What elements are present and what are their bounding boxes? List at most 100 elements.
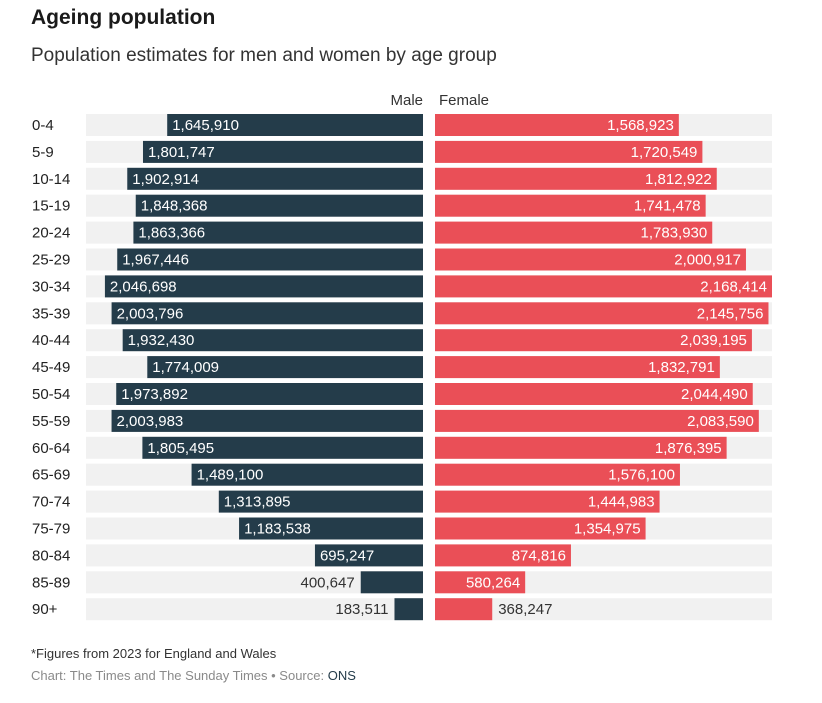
category-label: 20-24	[32, 225, 70, 242]
bar-male	[314, 544, 423, 567]
data-label-female: 2,044,490	[681, 386, 748, 403]
bar-male	[239, 517, 423, 540]
category-label: 65-69	[32, 467, 70, 484]
data-label-male: 1,848,368	[141, 198, 208, 215]
row-75-79: 75-79 1,183,538 1,354,975	[32, 517, 772, 540]
data-label-female: 2,000,917	[674, 252, 741, 269]
category-label: 10-14	[32, 171, 70, 188]
credit-prefix: Chart: The Times and The Sunday Times • …	[31, 668, 328, 683]
bar-female	[435, 221, 713, 244]
category-label: 25-29	[32, 252, 70, 269]
data-label-male: 1,645,910	[172, 117, 239, 134]
bar-male	[142, 436, 423, 459]
data-label-male: 1,902,914	[132, 171, 199, 188]
legend-female: Female	[439, 92, 489, 109]
data-label-female: 1,741,478	[634, 198, 701, 215]
category-label: 40-44	[32, 332, 70, 349]
bar-female	[435, 436, 727, 459]
bar-male	[360, 571, 423, 594]
row-50-54: 50-54 1,973,892 2,044,490	[32, 383, 772, 405]
category-label: 5-9	[32, 144, 54, 161]
row-70-74: 70-74 1,313,895 1,444,983	[32, 490, 772, 513]
data-label-female: 1,832,791	[648, 359, 715, 376]
data-label-male: 1,313,895	[224, 494, 291, 511]
data-label-female: 1,444,983	[588, 494, 655, 511]
data-label-male: 695,247	[320, 547, 374, 564]
data-label-female: 1,720,549	[631, 144, 698, 161]
bar-female	[435, 490, 660, 513]
data-label-male: 1,973,892	[121, 386, 188, 403]
category-label: 60-64	[32, 440, 70, 457]
bar-female	[435, 167, 717, 190]
category-label: 70-74	[32, 494, 70, 511]
data-label-female: 580,264	[466, 574, 520, 591]
category-label: 15-19	[32, 198, 70, 215]
data-label-male: 1,863,366	[138, 225, 205, 242]
data-label-female: 2,083,590	[687, 413, 754, 430]
data-label-female: 1,812,922	[645, 171, 712, 188]
chart-rows: 0-4 1,645,910 1,568,923 5-9 1,801,747 1,720,5…	[32, 114, 772, 621]
bar-female	[435, 571, 526, 594]
category-label: 80-84	[32, 547, 70, 564]
row-10-14: 10-14 1,902,914 1,812,922	[32, 167, 772, 190]
row-35-39: 35-39 2,003,796 2,145,756	[32, 302, 772, 325]
row-0-4: 0-4 1,645,910 1,568,923	[32, 114, 772, 136]
data-label-male: 2,003,983	[117, 413, 184, 430]
bar-female	[435, 544, 571, 567]
data-label-male: 1,805,495	[147, 440, 214, 457]
data-label-male: 1,801,747	[148, 144, 215, 161]
data-label-female: 1,576,100	[608, 467, 675, 484]
data-label-male: 1,489,100	[197, 467, 264, 484]
data-label-male: 183,511	[335, 601, 388, 618]
row-65-69: 65-69 1,489,100 1,576,100	[32, 463, 772, 486]
bar-female	[435, 329, 752, 352]
row-20-24: 20-24 1,863,366 1,783,930	[32, 221, 772, 244]
data-label-female: 2,039,195	[680, 332, 747, 349]
bar-male	[167, 114, 423, 136]
row-55-59: 55-59 2,003,983 2,083,590	[32, 409, 772, 432]
row-bg-male	[86, 571, 423, 594]
category-label: 85-89	[32, 574, 70, 591]
bar-female	[435, 275, 772, 298]
bar-female	[435, 194, 706, 217]
bar-male	[147, 356, 423, 379]
data-label-male: 1,932,430	[128, 332, 195, 349]
bar-female	[435, 140, 703, 163]
data-label-female: 2,145,756	[697, 305, 764, 322]
data-label-female: 368,247	[498, 601, 552, 618]
chart-title: Ageing population	[31, 6, 216, 29]
data-label-female: 1,783,930	[641, 225, 708, 242]
data-label-female: 1,354,975	[574, 521, 641, 538]
bar-female	[435, 383, 753, 405]
data-label-male: 1,183,538	[244, 521, 311, 538]
row-60-64: 60-64 1,805,495 1,876,395	[32, 436, 772, 459]
row-80-84: 80-84 695,247 874,816	[32, 544, 772, 567]
bar-female	[435, 409, 759, 432]
data-label-male: 400,647	[300, 574, 354, 591]
chart-subtitle: Population estimates for men and women b…	[31, 45, 497, 66]
data-label-female: 1,568,923	[607, 117, 674, 134]
bar-male	[104, 275, 424, 298]
row-bg-female	[435, 598, 772, 621]
row-bg-male	[86, 598, 423, 621]
row-90+: 90+ 183,511 368,247	[32, 598, 772, 621]
category-label: 0-4	[32, 117, 54, 134]
source-link[interactable]: ONS	[327, 668, 356, 683]
data-label-male: 1,774,009	[152, 359, 219, 376]
bar-male	[394, 598, 423, 621]
category-label: 55-59	[32, 413, 70, 430]
row-45-49: 45-49 1,774,009 1,832,791	[32, 356, 772, 379]
data-label-male: 2,003,796	[117, 305, 184, 322]
category-label: 75-79	[32, 521, 70, 538]
bar-male	[116, 383, 424, 405]
data-label-female: 874,816	[512, 547, 566, 564]
bar-male	[135, 194, 423, 217]
data-label-male: 1,967,446	[122, 252, 189, 269]
bar-female	[435, 302, 769, 325]
bar-male	[218, 490, 423, 513]
bar-male	[117, 248, 423, 271]
category-label: 30-34	[32, 278, 70, 295]
bar-female	[435, 517, 646, 540]
category-label: 90+	[32, 601, 58, 618]
row-85-89: 85-89 400,647 580,264	[32, 571, 772, 594]
